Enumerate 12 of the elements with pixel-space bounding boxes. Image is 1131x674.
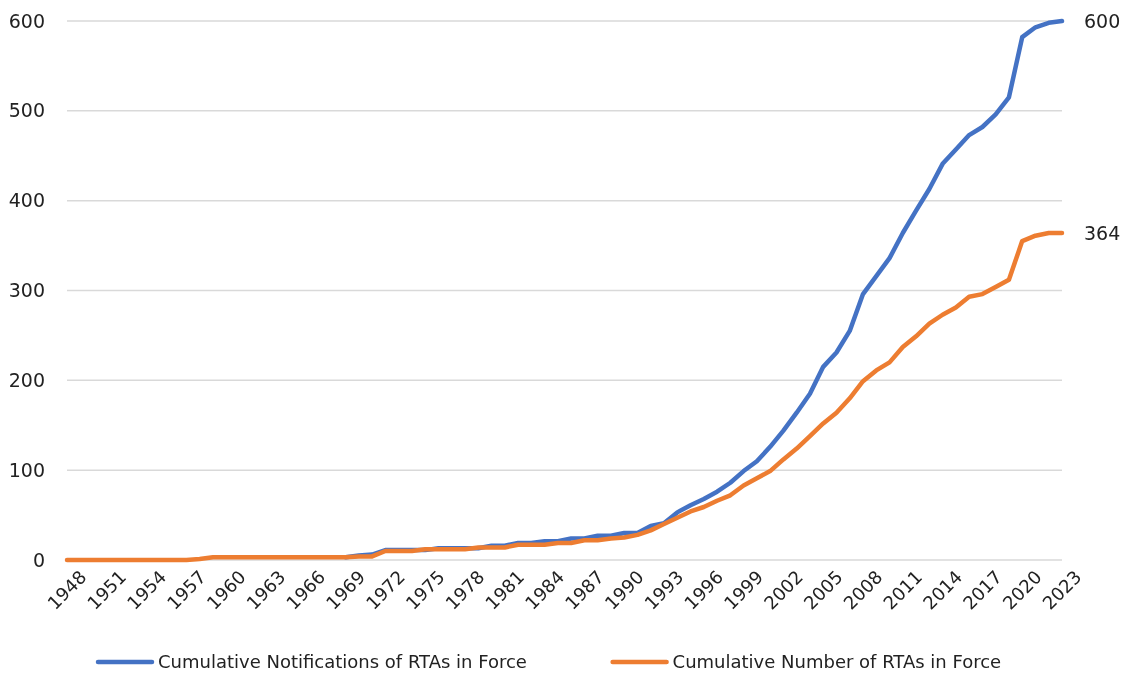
line-series	[64, 230, 1065, 563]
legend-label: Cumulative Notifications of RTAs in Force	[158, 651, 527, 673]
y-tick-label: 600	[8, 9, 45, 32]
y-tick-label: 200	[8, 368, 45, 391]
y-tick-label: 500	[8, 99, 45, 122]
data-label: 600	[1084, 9, 1121, 32]
y-tick-label: 400	[8, 189, 45, 212]
legend-label: Cumulative Number of RTAs in Force	[672, 651, 1002, 673]
y-tick-label: 100	[8, 458, 45, 481]
y-tick-label: 0	[32, 548, 45, 571]
y-tick-label: 300	[8, 279, 45, 302]
data-label: 364	[1084, 221, 1121, 244]
